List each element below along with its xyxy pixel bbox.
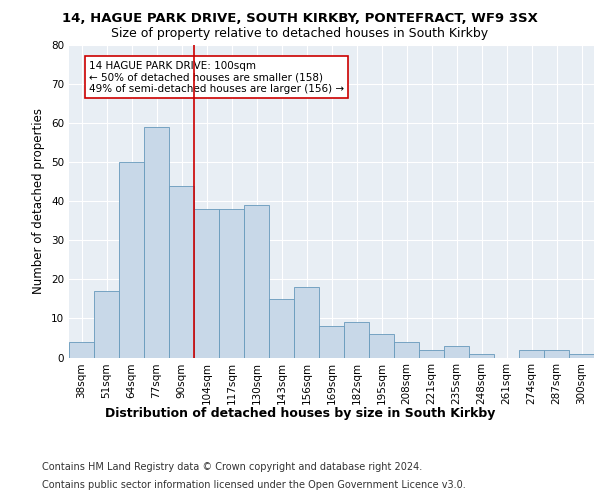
- Bar: [269, 299, 294, 358]
- Text: Distribution of detached houses by size in South Kirkby: Distribution of detached houses by size …: [105, 408, 495, 420]
- Text: Contains public sector information licensed under the Open Government Licence v3: Contains public sector information licen…: [42, 480, 466, 490]
- Bar: [519, 350, 544, 358]
- Bar: [244, 205, 269, 358]
- Bar: [69, 342, 94, 357]
- Text: Contains HM Land Registry data © Crown copyright and database right 2024.: Contains HM Land Registry data © Crown c…: [42, 462, 422, 472]
- Bar: [394, 342, 419, 357]
- Text: Size of property relative to detached houses in South Kirkby: Size of property relative to detached ho…: [112, 28, 488, 40]
- Bar: [169, 186, 194, 358]
- Text: 14, HAGUE PARK DRIVE, SOUTH KIRKBY, PONTEFRACT, WF9 3SX: 14, HAGUE PARK DRIVE, SOUTH KIRKBY, PONT…: [62, 12, 538, 26]
- Bar: [219, 209, 244, 358]
- Bar: [419, 350, 444, 358]
- Bar: [344, 322, 369, 358]
- Bar: [144, 127, 169, 358]
- Bar: [569, 354, 594, 358]
- Bar: [294, 287, 319, 358]
- Bar: [94, 291, 119, 358]
- Bar: [119, 162, 144, 358]
- Y-axis label: Number of detached properties: Number of detached properties: [32, 108, 46, 294]
- Bar: [194, 209, 219, 358]
- Bar: [319, 326, 344, 358]
- Bar: [444, 346, 469, 358]
- Text: 14 HAGUE PARK DRIVE: 100sqm
← 50% of detached houses are smaller (158)
49% of se: 14 HAGUE PARK DRIVE: 100sqm ← 50% of det…: [89, 60, 344, 94]
- Bar: [369, 334, 394, 357]
- Bar: [469, 354, 494, 358]
- Bar: [544, 350, 569, 358]
